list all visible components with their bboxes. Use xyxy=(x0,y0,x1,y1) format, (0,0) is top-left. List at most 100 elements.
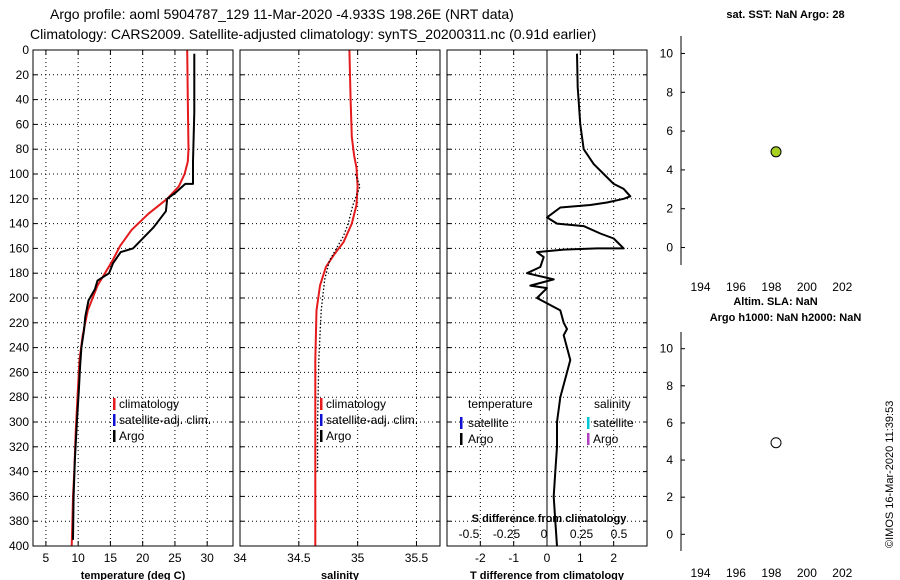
y-tick-label: 10 xyxy=(660,46,674,60)
y-tick-label: 0 xyxy=(22,43,29,57)
x2-tick-label: 0.25 xyxy=(570,527,594,541)
legend-label: Argo xyxy=(468,432,494,446)
legend-label: climatology xyxy=(119,397,179,411)
title-line-2: Climatology: CARS2009. Satellite-adjuste… xyxy=(30,26,596,42)
x-tick-label: 0 xyxy=(544,551,551,565)
y-tick-label: 10 xyxy=(660,342,674,356)
series-line-climatology xyxy=(314,49,359,546)
y-tick-label: 40 xyxy=(16,93,30,107)
imos-timestamp: ©IMOS 16-Mar-2020 11:39:53 xyxy=(884,401,896,548)
y-tick-label: 360 xyxy=(9,489,29,503)
y-tick-label: 340 xyxy=(9,465,29,479)
y-tick-label: 80 xyxy=(16,142,30,156)
legend-swatch xyxy=(460,417,463,429)
x-axis-label: temperature (deg C) xyxy=(81,570,186,580)
x-tick-label: 198 xyxy=(761,280,781,294)
x-tick-label: 2 xyxy=(610,551,617,565)
x2-axis-label: S difference from climatology xyxy=(472,513,628,525)
y-tick-label: 60 xyxy=(16,117,30,131)
y-tick-label: 8 xyxy=(666,379,673,393)
y-tick-label: 160 xyxy=(9,241,29,255)
y-tick-label: 120 xyxy=(9,192,29,206)
y-tick-label: 2 xyxy=(666,490,673,504)
plot-frame xyxy=(32,49,234,547)
legend-swatch xyxy=(587,417,590,429)
x-tick-label: 1 xyxy=(577,551,584,565)
y-tick-label: 260 xyxy=(9,365,29,379)
legend-label: satellite-adj. clim. xyxy=(119,413,211,427)
legend-label: satellite xyxy=(593,416,634,430)
legend-title-salinity: salinity xyxy=(594,397,631,411)
legend-label: Argo xyxy=(593,432,619,446)
plot-frame xyxy=(239,49,441,547)
y-tick-label: 180 xyxy=(9,266,29,280)
y-tick-label: 140 xyxy=(9,217,29,231)
y-tick-label: 6 xyxy=(666,124,673,138)
x-tick-label: -2 xyxy=(475,551,486,565)
legend-label: climatology xyxy=(326,397,386,411)
legend-label: Argo xyxy=(326,429,352,443)
x-tick-label: 35.5 xyxy=(405,551,429,565)
legend-swatch xyxy=(113,430,116,442)
legend-title-temperature: temperature xyxy=(468,397,533,411)
x-tick-label: 200 xyxy=(797,566,817,580)
x2-tick-label: -0.5 xyxy=(459,527,480,541)
x-tick-label: 194 xyxy=(690,280,710,294)
title-line-1: Argo profile: aoml 5904787_129 11-Mar-20… xyxy=(50,6,514,22)
x-tick-label: 15 xyxy=(104,551,118,565)
panel-temperature-panel: 5 10 15 20 25 3002040608010012014016018020022… xyxy=(9,43,234,580)
panel-difference-panel: -2 -1 0 1 2 T difference from climatology temp… xyxy=(446,49,648,580)
x-tick-label: 196 xyxy=(726,566,746,580)
x-tick-label: 35 xyxy=(351,551,365,565)
panel-sst-panel: 0 2 4 6 8 10 194 196 198 200 202 sat. SST: NaN Argo… xyxy=(660,9,876,294)
y-tick-label: 0 xyxy=(666,241,673,255)
x2-tick-label: 0.5 xyxy=(611,527,628,541)
x-tick-label: 200 xyxy=(797,280,817,294)
legend-label: satellite xyxy=(468,416,509,430)
x-tick-label: 202 xyxy=(832,280,852,294)
legend-swatch xyxy=(113,414,116,426)
x-tick-label: 196 xyxy=(726,280,746,294)
data-point-marker xyxy=(770,146,782,158)
y-tick-label: 280 xyxy=(9,390,29,404)
legend-swatch xyxy=(460,433,463,445)
legend-swatch xyxy=(113,398,116,410)
x2-tick-label: -0.25 xyxy=(493,527,521,541)
legend-swatch xyxy=(320,398,323,410)
x-tick-label: 5 xyxy=(43,551,50,565)
series-line-argo xyxy=(72,53,196,540)
y-tick-label: 400 xyxy=(9,539,29,553)
x-tick-label: 34.5 xyxy=(287,551,311,565)
legend-swatch xyxy=(587,433,590,445)
chart-layer: 5 10 15 20 25 3002040608010012014016018020022… xyxy=(9,9,876,580)
y-tick-label: 20 xyxy=(16,68,30,82)
x-tick-label: 25 xyxy=(168,551,182,565)
y-tick-label: 300 xyxy=(9,415,29,429)
x-tick-label: 10 xyxy=(71,551,85,565)
panel-salinity-panel: 34 34.5 35 35.5 salinity climatology satellite… xyxy=(233,49,441,580)
panel-sla-panel: 0 2 4 6 8 10 194 196 198 200 202 Altim. SLA: NaN Arg… xyxy=(660,296,876,580)
y-tick-label: 200 xyxy=(9,291,29,305)
y-tick-label: 6 xyxy=(666,416,673,430)
map-title-line-2: Argo h1000: NaN h2000: NaN xyxy=(710,312,862,324)
x-tick-label: -1 xyxy=(508,551,519,565)
y-tick-label: 380 xyxy=(9,514,29,528)
data-point-marker xyxy=(770,437,782,449)
y-tick-label: 8 xyxy=(666,85,673,99)
legend-swatch xyxy=(320,430,323,442)
legend-swatch xyxy=(320,414,323,426)
legend-label: satellite-adj. clim. xyxy=(326,413,418,427)
x2-tick-label: 0 xyxy=(541,527,548,541)
x-axis-label: salinity xyxy=(321,570,360,580)
plot-frame xyxy=(446,49,648,547)
y-tick-label: 2 xyxy=(666,202,673,216)
map-title: sat. SST: NaN Argo: 28 xyxy=(726,9,844,21)
series-line-t-difference-argo xyxy=(526,53,632,547)
map-title-line-1: Altim. SLA: NaN xyxy=(733,296,817,308)
x-tick-label: 20 xyxy=(136,551,150,565)
x-tick-label: 194 xyxy=(690,566,710,580)
x-tick-label: 34 xyxy=(233,551,247,565)
y-tick-label: 4 xyxy=(666,453,673,467)
x-axis-label: T difference from climatology xyxy=(470,570,625,580)
